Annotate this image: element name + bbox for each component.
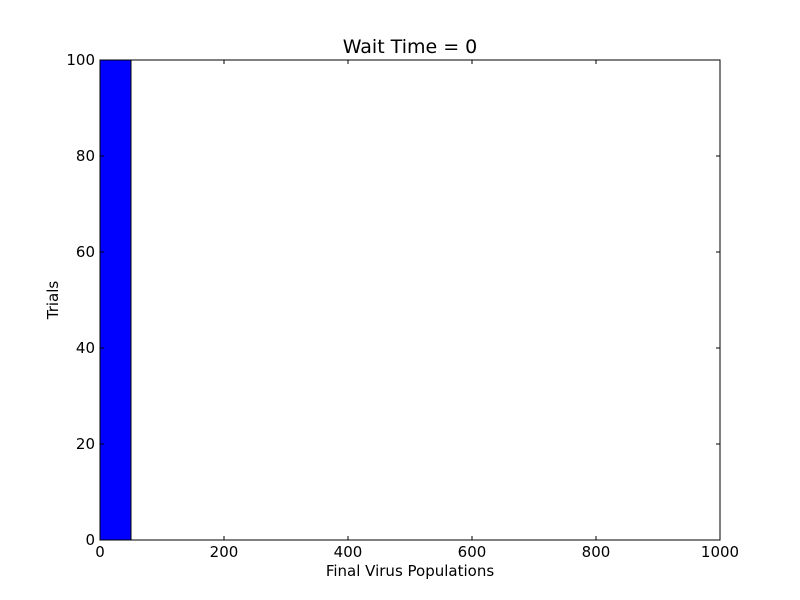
plot-frame — [99, 59, 721, 541]
y-tick-label-3: 60 — [76, 243, 95, 261]
y-tick-label-4: 80 — [76, 147, 95, 165]
x-axis-label: Final Virus Populations — [326, 562, 495, 580]
y-tick-label-5: 100 — [66, 51, 95, 69]
x-tick-label-2: 400 — [334, 543, 363, 561]
chart-title: Wait Time = 0 — [343, 36, 478, 58]
x-tick-label-5: 1000 — [701, 543, 739, 561]
y-axis-label: Trials — [44, 281, 62, 321]
axis-tick-labels: 0 200 400 600 800 1000 0 20 40 60 80 100 — [66, 51, 739, 561]
histogram-bars — [99, 59, 132, 541]
histogram-bar-0 — [99, 59, 132, 541]
x-tick-label-4: 800 — [582, 543, 611, 561]
x-tick-label-3: 600 — [458, 543, 487, 561]
x-tick-label-0: 0 — [95, 543, 105, 561]
y-tick-label-0: 0 — [85, 531, 95, 549]
y-tick-label-2: 40 — [76, 339, 95, 357]
x-tick-label-1: 200 — [210, 543, 239, 561]
y-tick-label-1: 20 — [76, 435, 95, 453]
